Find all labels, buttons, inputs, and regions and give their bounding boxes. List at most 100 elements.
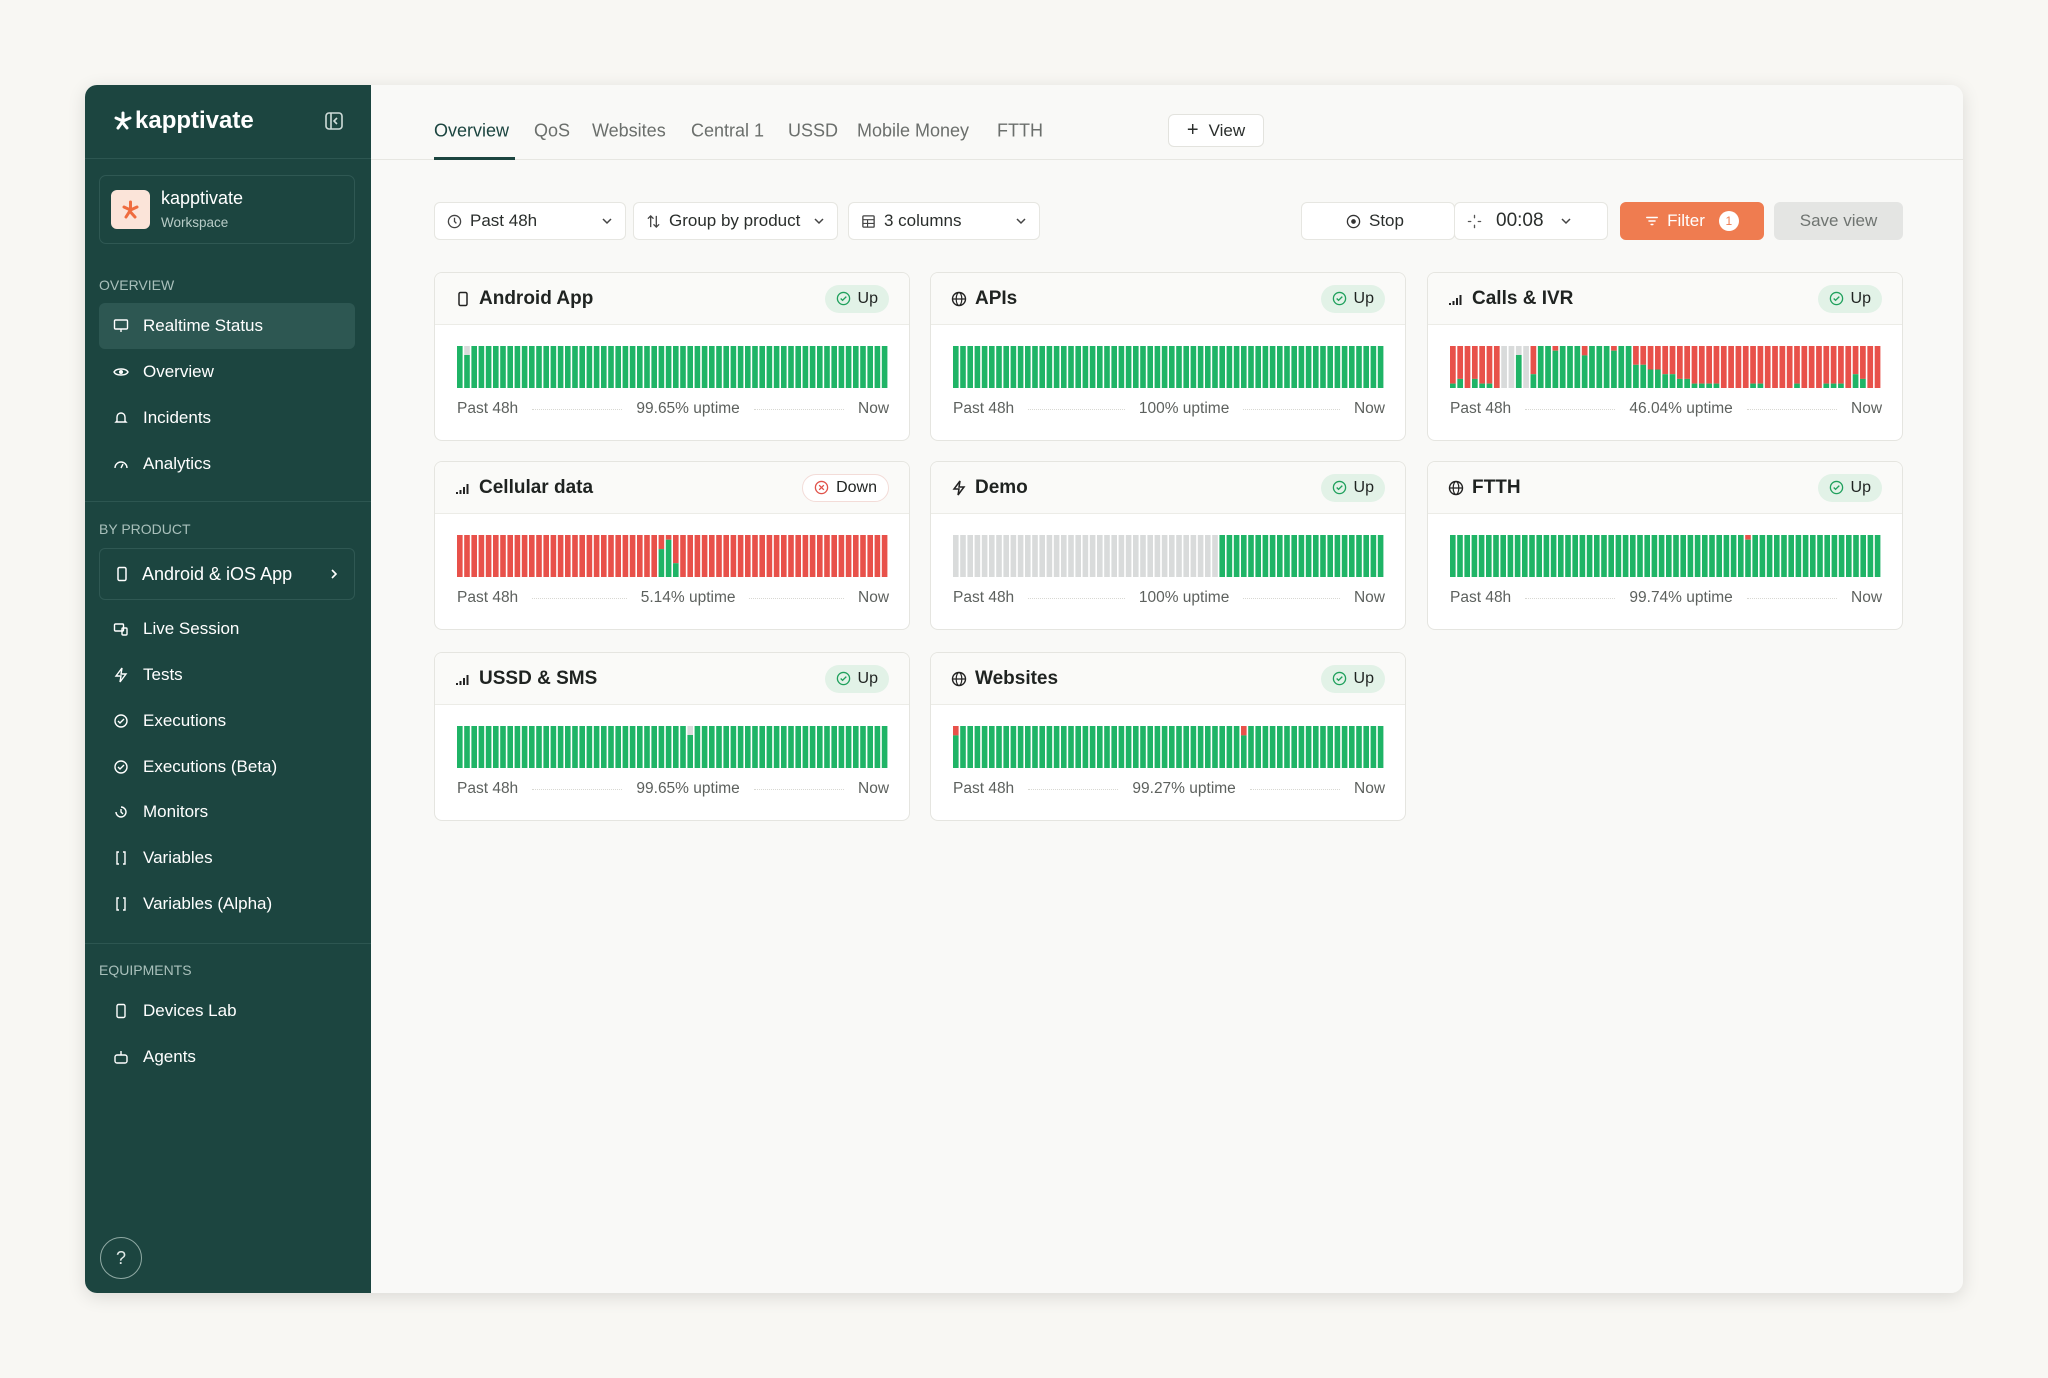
uptime-bar [1089,726,1096,768]
uptime-bar [1637,535,1643,577]
uptime-bar [557,346,564,388]
uptime-bar [1723,535,1730,577]
nav-label[interactable]: Incidents [143,408,212,427]
nav-item[interactable]: Agents [99,1034,355,1080]
nav-label[interactable]: Variables [143,848,213,867]
uptime-bar [709,535,715,577]
uptime-bar [601,346,607,388]
filter-button[interactable]: Filter 1 [1620,202,1764,240]
card-footer: Past 48h 100% uptime Now [953,589,1385,607]
uptime-bar [1874,346,1881,388]
save-view-button[interactable]: Save view [1774,202,1903,240]
nav-label[interactable]: Variables (Alpha) [143,894,273,913]
uptime-bar [644,346,650,388]
uptime-bar [960,726,966,768]
uptime-bar [1097,535,1103,577]
uptime-bar [1248,346,1254,388]
uptime-bar [874,726,881,768]
nav-label[interactable]: Executions (Beta) [143,757,278,776]
nav-item[interactable]: Monitors [99,789,355,835]
dotted-line [1028,408,1125,410]
uptime-bar [1017,535,1024,577]
uptime-bar [629,535,636,577]
nav-label[interactable]: Live Session [143,619,240,638]
workspace-switcher[interactable]: kapptivate Workspace [99,175,355,244]
uptime-bar [1341,535,1348,577]
nav-label[interactable]: Tests [143,665,183,684]
tab[interactable]: Websites [592,120,666,141]
status-card[interactable]: APIs Up Past 48h 100% uptime Now [930,272,1406,441]
nav-item[interactable]: Executions (Beta) [99,744,355,790]
status-card[interactable]: Demo Up Past 48h 100% uptime Now [930,461,1406,630]
nav-label[interactable]: Devices Lab [143,1001,237,1020]
group-control[interactable]: Group by product [633,202,838,240]
uptime-bar [1501,346,1507,388]
uptime-bar [471,346,477,388]
uptime-bar [651,726,657,768]
add-view-button[interactable]: + View [1168,114,1264,147]
tab[interactable]: QoS [534,120,571,141]
range-control[interactable]: Past 48h [434,202,626,240]
uptime-bar [1750,383,1756,388]
tab[interactable]: FTTH [997,120,1043,141]
tab[interactable]: Overview [434,120,510,141]
nav-label[interactable]: Realtime Status [143,316,263,335]
uptime-bar [1133,726,1139,768]
status-card[interactable]: USSD & SMS Up Past 48h 99.65% uptime Now [434,652,910,821]
columns-control[interactable]: 3 columns [848,202,1040,240]
uptime-bar [1061,726,1067,768]
uptime-bar [752,535,758,577]
stop-control[interactable]: Stop [1301,202,1455,240]
uptime-bar [1320,346,1326,388]
product-selector[interactable]: Android & iOS App [99,548,355,600]
collapse-button[interactable] [325,112,343,130]
tab[interactable]: Mobile Money [857,120,970,141]
uptime-bar [1558,535,1564,577]
help-button[interactable]: ? [100,1237,142,1279]
dotted-line [532,788,623,790]
app-window: kapptivate kapptivate Workspace Android … [85,85,1963,1293]
nav-item[interactable]: Realtime Status [99,303,355,349]
uptime-bar [673,726,679,768]
uptime-bar [1457,378,1464,388]
uptime-bar [1032,346,1038,388]
nav-item[interactable]: Incidents [99,395,355,441]
uptime-bar [1860,378,1866,388]
nav-item[interactable]: Live Session [99,606,355,652]
uptime-bar [665,539,672,577]
range-start: Past 48h [457,780,519,797]
nav-item[interactable]: Variables (Alpha) [99,881,355,927]
uptime-bar [1269,726,1276,768]
nav-item[interactable]: Overview [99,349,355,395]
nav-label[interactable]: Overview [143,362,214,381]
status-card[interactable]: Android App Up Past 48h 99.65% uptime Now [434,272,910,441]
nav-item[interactable]: Executions [99,698,355,744]
uptime-bar [1552,350,1559,388]
nav-item[interactable]: Devices Lab [99,988,355,1034]
status-card[interactable]: Websites Up Past 48h 99.27% uptime Now [930,652,1406,821]
timer-control[interactable]: 00:08 [1454,202,1608,240]
nav-label[interactable]: Monitors [143,802,209,821]
uptime-bar [1147,726,1153,768]
uptime-bar [1255,346,1261,388]
uptime-bar [781,726,787,768]
uptime-bar [1305,726,1312,768]
nav-item[interactable]: Analytics [99,441,355,487]
uptime-bar [485,726,492,768]
nav-item[interactable]: Tests [99,652,355,698]
tab[interactable]: Central 1 [691,120,765,141]
status-card[interactable]: FTTH Up Past 48h 99.74% uptime Now [1427,461,1903,630]
dotted-line [1746,408,1837,410]
uptime-bar [1125,346,1132,388]
nav-item[interactable]: Variables [99,835,355,881]
nav-label[interactable]: Executions [143,711,227,730]
uptime-bar [1320,535,1326,577]
uptime-bar [1320,726,1326,768]
status-card[interactable]: Calls & IVR Up Past 48h 46.04% uptime Now [1427,272,1903,441]
tab[interactable]: USSD [788,120,839,141]
nav-label[interactable]: Analytics [143,454,212,473]
nav-label[interactable]: Agents [143,1047,196,1066]
uptime-bar [1716,535,1722,577]
status-card[interactable]: Cellular data Down Past 48h 5.14% uptime Now [434,461,910,630]
uptime-bar [1802,535,1809,577]
